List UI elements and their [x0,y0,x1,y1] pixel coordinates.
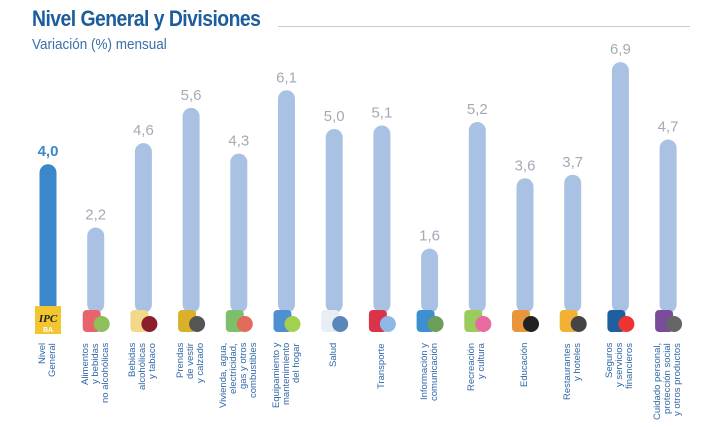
value-label: 4,7 [658,119,679,136]
value-label: 2,2 [85,207,106,224]
food-icon [82,310,110,332]
bar-7 [373,125,391,313]
category-label: Transporte [375,343,387,389]
title-divider [278,26,690,27]
house-icon [225,310,253,332]
bar-10 [516,178,534,313]
bar-11 [564,174,582,313]
category-label: Nivel General [37,343,58,377]
value-label: 5,1 [371,104,392,121]
bar-3 [182,107,200,313]
chart-title: Nivel General y Divisiones [32,6,261,31]
personal-care-icon [655,310,683,332]
car-plane-icon [368,310,396,332]
bar-6 [325,129,343,313]
bar-1 [87,227,105,313]
bottles-icon [130,310,158,332]
category-label: Salud [328,343,340,368]
washing-machine-icon [273,310,301,332]
clothing-icon [178,310,206,332]
category-label: Prendas de vestir y calzado [175,343,207,384]
value-label: 6,1 [276,69,297,86]
category-label: Cuidado personal, protección social y ot… [652,343,684,421]
bar-5 [278,90,295,313]
bar-9 [468,121,486,314]
computer-icon [416,310,444,332]
value-label: 4,6 [133,122,154,139]
ipc-logo-icon: IPC BA [35,306,61,334]
category-label: Bebidas alcohólicas y tabaco [127,343,159,390]
value-label: 3,6 [515,157,536,174]
category-label: Vivienda, agua, electricidad, gas y otro… [217,343,259,409]
bar-12 [611,62,629,314]
doctor-icon [321,310,349,332]
svg-text:IPC: IPC [38,313,58,325]
bar-0 [39,164,57,313]
restaurant-icon [559,310,587,332]
category-label: Equipamiento y mantenimiento del hogar [270,343,302,409]
value-label: 4,0 [38,143,59,160]
value-label: 5,2 [467,101,488,118]
value-label: 1,6 [419,228,440,245]
value-label: 5,0 [324,108,345,125]
theater-masks-icon [464,310,492,332]
value-label: 6,9 [610,41,631,58]
value-label: 3,7 [562,154,583,171]
category-label: Restaurantes y hoteles [561,343,583,400]
bar-8 [421,248,439,313]
category-label: Alimentos y bebidas no alcohólicas [79,343,111,404]
school-icon [512,310,539,332]
category-label: Educación [519,343,530,388]
bar-4 [230,153,248,313]
category-label: Seguros y servicios financieros [604,343,636,389]
bar-13 [659,139,677,313]
chart-subtitle: Variación (%) mensual [32,36,167,53]
category-label: Información y comunicación [418,343,440,402]
category-label: Recreación y cultura [466,343,488,392]
bar-2 [134,143,152,313]
value-label: 5,6 [181,87,202,104]
value-label: 4,3 [228,133,249,150]
bank-icon [607,310,635,332]
svg-text:BA: BA [43,327,53,334]
